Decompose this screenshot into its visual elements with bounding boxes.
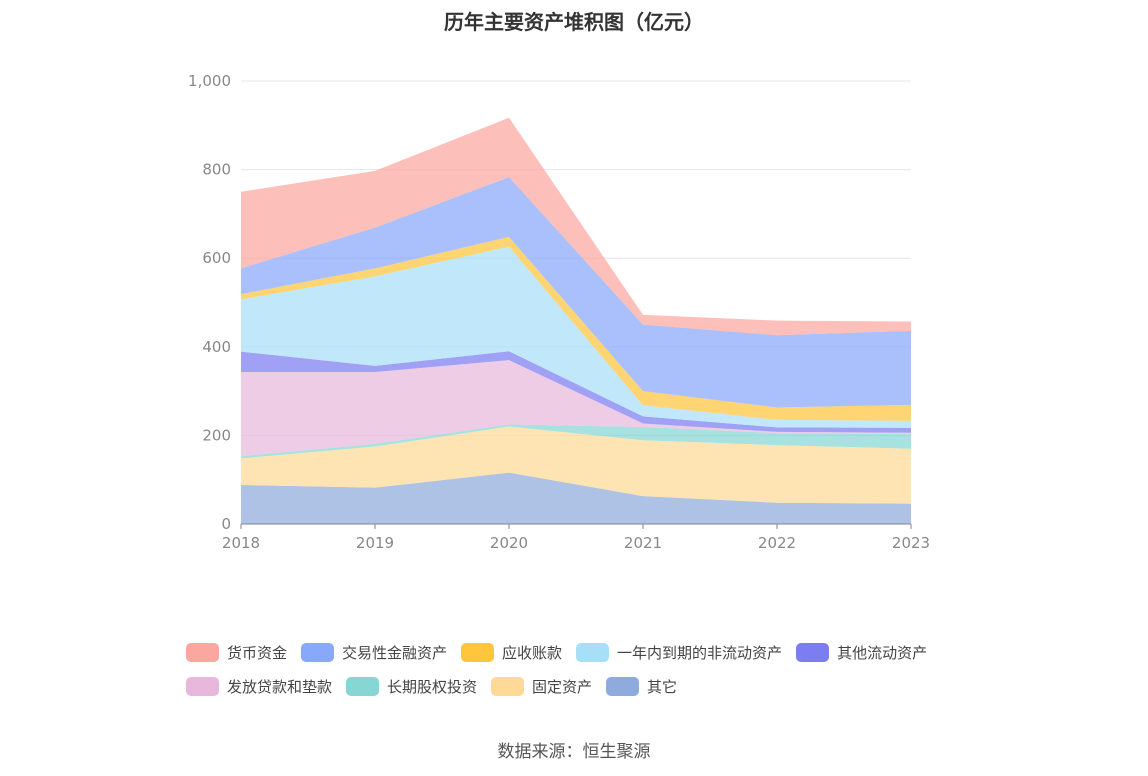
legend-swatch — [796, 642, 830, 662]
legend-swatch — [186, 642, 219, 662]
legend-swatch — [576, 642, 610, 662]
y-tick-label: 800 — [202, 161, 231, 179]
x-tick-label: 2023 — [892, 534, 930, 552]
legend-item[interactable]: 应收账款 — [461, 642, 562, 663]
legend-swatch — [346, 676, 380, 696]
legend-row: 货币资金 交易性金融资产 应收账款 一年内到期的非流动资产 其他流动资产 — [186, 640, 986, 664]
y-tick-label: 600 — [202, 249, 231, 267]
area-series-4 — [241, 351, 911, 433]
x-tick-label: 2018 — [222, 534, 260, 552]
data-source: 数据来源：恒生聚源 — [497, 742, 651, 762]
area-series-3 — [241, 360, 911, 457]
legend-label: 交易性金融资产 — [342, 643, 448, 662]
area-series-8 — [241, 117, 911, 336]
y-tick-label: 200 — [202, 426, 231, 444]
legend-row: 发放贷款和垫款 长期股权投资 固定资产 其它 — [186, 674, 986, 698]
area-series-1 — [241, 426, 911, 504]
legend-item[interactable]: 货币资金 — [186, 642, 287, 663]
legend-swatch — [491, 676, 525, 696]
legend-item[interactable]: 其它 — [606, 676, 677, 697]
stacked-area-chart: 2018 2019 2020 2021 2022 2023 0 200 400 600 800 1,0… — [188, 72, 930, 552]
legend-label: 其它 — [647, 677, 678, 696]
legend-label: 货币资金 — [227, 643, 288, 662]
legend-label: 长期股权投资 — [387, 677, 478, 696]
x-tick-label: 2022 — [758, 534, 796, 552]
legend-label: 固定资产 — [532, 677, 593, 696]
legend-item[interactable]: 发放贷款和垫款 — [186, 676, 332, 697]
legend-swatch — [186, 676, 219, 696]
legend-item[interactable]: 一年内到期的非流动资产 — [576, 642, 782, 663]
legend-swatch — [606, 676, 640, 696]
area-series-7 — [241, 177, 911, 408]
legend-swatch — [461, 642, 495, 662]
y-tick-label: 1,000 — [188, 72, 231, 90]
legend-item[interactable]: 交易性金融资产 — [301, 642, 447, 663]
legend-swatch — [301, 642, 335, 662]
chart-legend: 货币资金 交易性金融资产 应收账款 一年内到期的非流动资产 其他流动资产发放贷款和垫款 长… — [186, 640, 986, 708]
area-series-group — [241, 117, 911, 524]
legend-item[interactable]: 固定资产 — [491, 676, 592, 697]
legend-label: 一年内到期的非流动资产 — [617, 643, 783, 662]
y-tick-label: 0 — [221, 515, 231, 533]
x-tick-label: 2021 — [624, 534, 662, 552]
legend-label: 其他流动资产 — [837, 643, 928, 662]
area-series-2 — [241, 424, 911, 459]
legend-label: 应收账款 — [502, 643, 563, 662]
x-tick-label: 2019 — [356, 534, 394, 552]
area-series-0 — [241, 472, 911, 524]
x-tick-label: 2020 — [490, 534, 528, 552]
legend-label: 发放贷款和垫款 — [227, 677, 333, 696]
area-series-5 — [241, 246, 911, 428]
legend-item[interactable]: 其他流动资产 — [796, 642, 927, 663]
legend-item[interactable]: 长期股权投资 — [346, 676, 477, 697]
chart-title: 历年主要资产堆积图（亿元） — [444, 10, 704, 34]
y-tick-label: 400 — [202, 338, 231, 356]
